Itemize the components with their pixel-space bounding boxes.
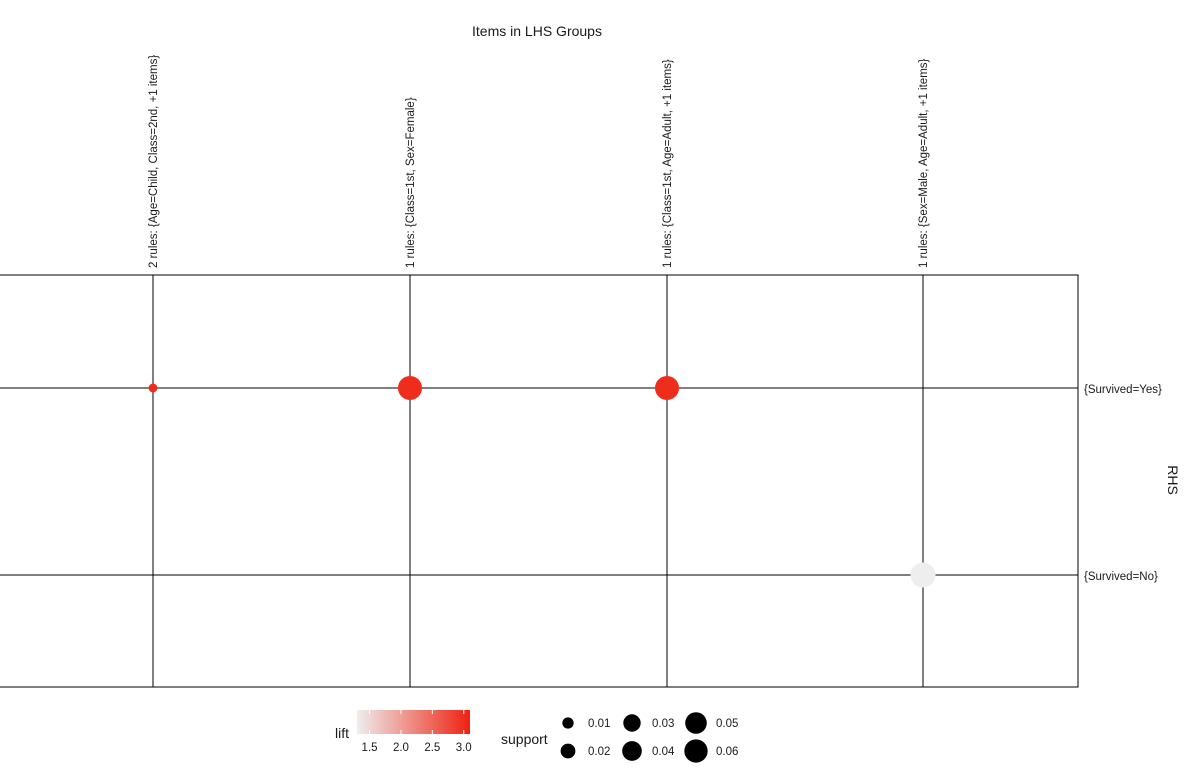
panel-border (0, 274, 1079, 688)
support-key-dot (562, 717, 574, 729)
lift-tick-label: 1.5 (362, 742, 378, 754)
y-tick-label: {Survived=No} (1084, 571, 1158, 583)
support-key-dot (622, 741, 642, 761)
support-legend-title: support (501, 731, 548, 747)
data-points (148, 375, 936, 588)
plot-panel (0, 274, 1079, 688)
data-point (910, 562, 936, 588)
lift-legend: lift 1.5 2.0 2.5 3.0 (335, 710, 472, 754)
data-point (654, 375, 680, 401)
x-tick-labels: 2 rules: {Age=Child, Class=2nd, +1 items… (148, 55, 930, 268)
y-tick-label: {Survived=Yes} (1084, 384, 1162, 396)
support-key-label: 0.01 (588, 718, 610, 730)
x-tick-label: 1 rules: {Sex=Male, Age=Adult, +1 items} (918, 58, 930, 268)
support-key-dot (623, 714, 641, 732)
chart-title: Items in LHS Groups (472, 23, 602, 39)
y-tick-labels: {Survived=Yes} {Survived=No} (1084, 384, 1162, 583)
support-key-dot (684, 739, 708, 763)
support-key-dot (685, 712, 707, 734)
support-key-label: 0.05 (716, 718, 738, 730)
x-tick-label: 1 rules: {Class=1st, Age=Adult, +1 items… (662, 59, 674, 268)
support-key-label: 0.02 (588, 746, 610, 758)
support-key-label: 0.03 (652, 718, 674, 730)
data-point (397, 375, 423, 401)
support-key-label: 0.06 (716, 746, 738, 758)
lift-tick-label: 2.5 (424, 742, 440, 754)
support-legend: support 0.01 0.02 0.03 0.04 0.05 0.06 (501, 712, 738, 763)
x-tick-label: 1 rules: {Class=1st, Sex=Female} (405, 97, 417, 268)
lift-tick-label: 3.0 (456, 742, 472, 754)
x-tick-label: 2 rules: {Age=Child, Class=2nd, +1 items… (148, 55, 160, 268)
lift-legend-title: lift (335, 725, 349, 741)
support-key-label: 0.04 (652, 746, 675, 758)
support-key-dot (560, 743, 576, 759)
data-point (148, 383, 158, 393)
lift-colorbar (357, 710, 470, 734)
lift-tick-label: 2.0 (393, 742, 409, 754)
y-axis-label: RHS (1165, 465, 1181, 495)
